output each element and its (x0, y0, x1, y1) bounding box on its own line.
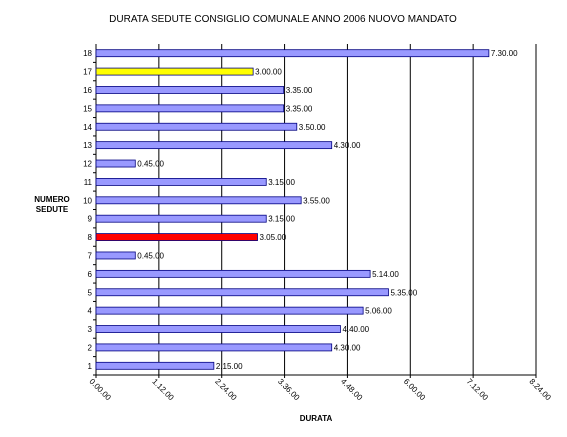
y-tick-label: 5 (88, 288, 93, 297)
bar (95, 122, 298, 131)
bar-data-label: 2.15.00 (216, 362, 243, 371)
bar-data-label: 0.45.00 (137, 251, 164, 260)
bar-data-label: 7.30.00 (491, 49, 518, 58)
y-tick-label: 14 (83, 123, 92, 132)
bar (95, 306, 364, 315)
bar (95, 325, 341, 333)
x-tick-label: 0.00.00 (88, 377, 114, 403)
bar (95, 269, 371, 278)
y-tick-label: 12 (83, 160, 92, 169)
bar-data-label: 3.35.00 (286, 86, 313, 95)
x-tick-label: 7.12.00 (465, 377, 491, 403)
bar-data-label: 3.15.00 (268, 178, 295, 187)
bar-data-label: 5.06.00 (365, 307, 392, 316)
bar-data-label: 5.14.00 (372, 270, 399, 279)
x-tick-label: 4.48.00 (339, 377, 365, 403)
y-tick-label: 9 (88, 215, 93, 224)
bar (95, 178, 267, 186)
bar (95, 104, 285, 113)
x-tick-label: 8.24.00 (528, 377, 554, 403)
bar (95, 196, 302, 205)
bar-data-label: 3.15.00 (268, 215, 295, 224)
bar-data-label: 0.45.00 (137, 160, 164, 169)
bar-data-label: 3.55.00 (303, 196, 330, 205)
y-tick-label: 4 (88, 307, 93, 316)
y-tick-label: 10 (83, 196, 92, 205)
bar (95, 141, 333, 150)
y-tick-label: 16 (83, 86, 92, 95)
bar-data-label: 3.50.00 (299, 123, 326, 132)
bar (95, 49, 490, 58)
y-axis-label-line-1: NUMERO (34, 195, 70, 204)
bar (95, 214, 267, 223)
y-tick-label: 2 (88, 343, 93, 352)
bar-data-label: 5.35.00 (390, 288, 417, 297)
plot-area: 0.00.00 1.12.00 2.24.00 3.36.00 4.48.00 6.00.… (83, 44, 553, 403)
bar-data-label: 3.35.00 (286, 104, 313, 113)
bar-data-label: 4.30.00 (334, 343, 361, 352)
y-tick-label: 18 (83, 49, 92, 58)
bar (95, 159, 136, 168)
x-tick-label: 6.00.00 (402, 377, 428, 403)
y-tick-label: 15 (83, 104, 92, 113)
bar-data-label: 3.00.00 (255, 68, 282, 77)
x-axis-label: DURATA (300, 414, 333, 423)
y-tick-label: 7 (88, 251, 93, 260)
x-tick-label: 3.36.00 (276, 377, 302, 403)
y-tick-label: 17 (83, 68, 92, 77)
bar (95, 288, 389, 297)
bar (95, 251, 136, 260)
y-tick-label: 3 (88, 325, 93, 334)
bar-data-label: 3.05.00 (260, 233, 287, 242)
bar-data-label: 4.30.00 (334, 141, 361, 150)
y-tick-label: 8 (88, 233, 93, 242)
bar-data-label: 4.40.00 (342, 325, 369, 334)
y-tick-label: 13 (83, 141, 92, 150)
y-tick-label: 11 (84, 178, 93, 187)
bar (95, 233, 258, 241)
y-tick-label: 1 (88, 362, 93, 371)
x-tick-label: 2.24.00 (213, 377, 239, 403)
bar (95, 361, 215, 370)
bar (95, 67, 254, 76)
bar (95, 343, 333, 352)
x-tick-label: 1.12.00 (150, 377, 176, 403)
bar (95, 86, 285, 94)
y-tick-label: 6 (88, 270, 93, 279)
y-axis-label-line-2: SEDUTE (36, 205, 69, 214)
chart-title: DURATA SEDUTE CONSIGLIO COMUNALE ANNO 20… (109, 14, 457, 25)
